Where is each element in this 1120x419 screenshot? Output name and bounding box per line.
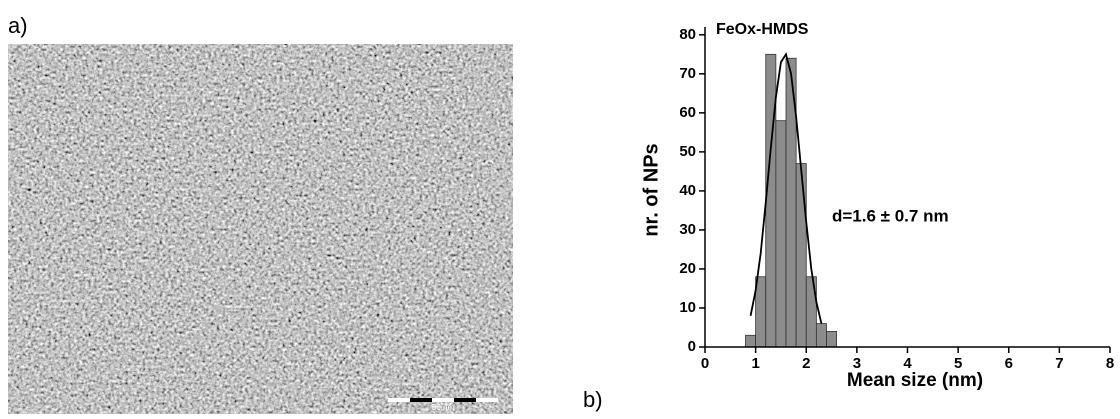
annotation-title: FeOx-HMDS — [716, 21, 809, 38]
bar — [745, 334, 757, 348]
bar — [795, 163, 807, 348]
x-tick-label: 7 — [1055, 355, 1063, 372]
y-tick-label: 0 — [688, 338, 696, 355]
bar — [765, 53, 777, 348]
bar — [815, 323, 827, 348]
x-tick-label: 1 — [751, 355, 759, 372]
y-tick-label: 80 — [679, 26, 696, 43]
y-tick-label: 40 — [679, 182, 696, 199]
y-tick-label: 60 — [679, 104, 696, 121]
y-tick-label: 30 — [679, 221, 696, 238]
bar — [755, 276, 767, 348]
x-axis-label: Mean size (nm) — [847, 370, 983, 391]
annotation: d=1.6 ± 0.7 nm — [832, 206, 949, 225]
y-tick-label: 10 — [679, 299, 696, 316]
x-tick-label: 2 — [802, 355, 810, 372]
x-tick-label: 4 — [903, 355, 912, 372]
bar — [826, 330, 838, 348]
y-tick-label: 20 — [679, 260, 696, 277]
x-tick-label: 5 — [954, 355, 962, 372]
bar — [775, 120, 787, 348]
panel-label: a) — [8, 13, 28, 38]
x-tick-label: 6 — [1005, 355, 1013, 372]
x-tick-label: 0 — [701, 355, 709, 372]
y-tick-label: 70 — [679, 65, 696, 82]
y-axis-label: nr. of NPs — [640, 143, 662, 236]
x-tick-label: 3 — [853, 355, 861, 372]
fit-curve — [749, 52, 823, 324]
scale-bar-label: 50 nm — [432, 403, 455, 412]
tem-image — [8, 44, 513, 414]
panel-label: b) — [583, 387, 603, 412]
scale-bar: 50 nm — [388, 398, 498, 412]
y-tick-label: 50 — [679, 143, 696, 160]
x-tick-label: 8 — [1106, 355, 1114, 372]
